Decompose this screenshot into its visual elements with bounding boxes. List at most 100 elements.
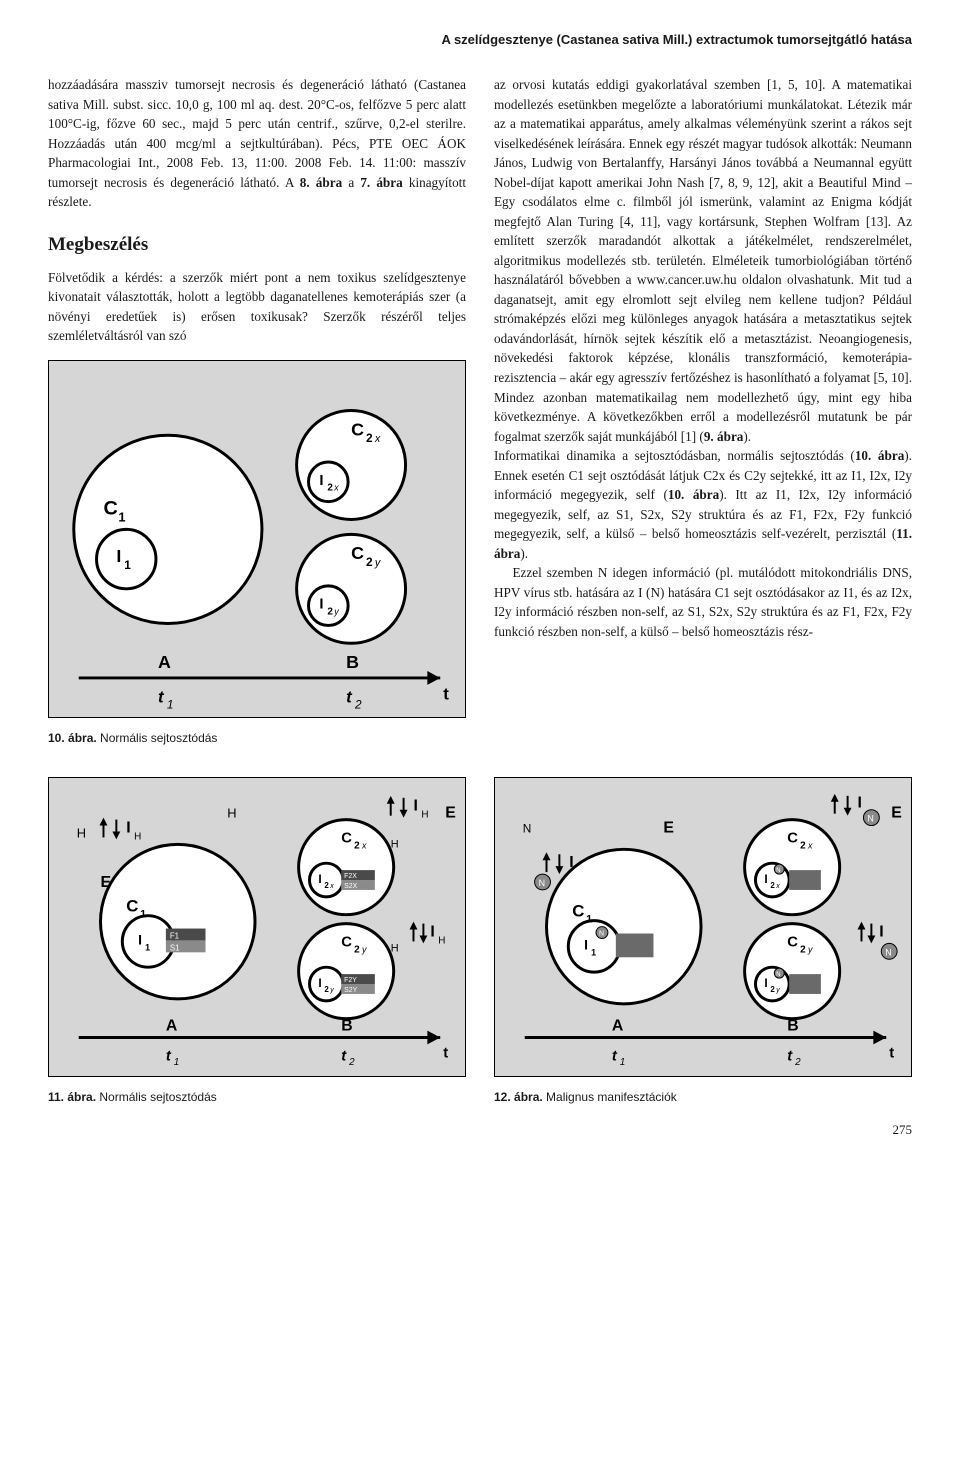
svg-text:x: x [329,883,334,890]
svg-text:C: C [787,935,798,951]
figure-12-caption-text: Malignus manifesztációk [546,1090,677,1104]
svg-text:2: 2 [348,1058,355,1069]
running-head: A szelídgesztenye (Castanea sativa Mill.… [48,32,912,47]
svg-text:I: I [318,976,321,990]
svg-text:B: B [341,1018,352,1035]
svg-text:I: I [116,546,121,566]
right-para-1-end: ). [743,429,751,444]
svg-text:E: E [891,805,902,822]
svg-text:1: 1 [140,909,146,921]
svg-text:A: A [612,1018,624,1035]
discussion-heading: Megbeszélés [48,234,466,256]
svg-text:H: H [134,832,141,843]
svg-text:B: B [787,1018,798,1035]
svg-text:N: N [599,931,604,938]
svg-text:2: 2 [800,841,806,852]
left-para-1-mid: a [342,175,360,190]
figure-10-lead: 10. ábra. [48,731,97,745]
figure-12-caption: 12. ábra. Malignus manifesztációk [494,1090,912,1104]
svg-text:2: 2 [770,985,775,994]
figure-12: I N E N I N E C1 I1 N C2x [494,777,912,1103]
svg-text:y: y [333,606,339,616]
svg-text:N: N [776,973,780,979]
svg-text:2: 2 [366,431,373,445]
svg-text:2: 2 [324,985,329,994]
ref-fig7: 7. ábra [360,175,402,190]
svg-text:2: 2 [770,881,775,890]
svg-text:N: N [885,948,891,958]
svg-text:I: I [764,976,767,990]
ref-fig9: 9. ábra [704,429,744,444]
ref-fig10a: 10. ábra [855,448,904,463]
svg-text:F2X: F2X [344,873,357,880]
svg-text:2: 2 [354,697,362,711]
svg-text:1: 1 [167,697,174,711]
svg-text:S1: S1 [170,944,180,953]
left-para-1: hozzáadására massziv tumorsejt necrosis … [48,75,466,212]
right-para-3: Ezzel szemben N idegen információ (pl. m… [494,563,912,641]
svg-text:x: x [333,483,339,493]
figure-12-svg: I N E N I N E C1 I1 N C2x [494,777,912,1076]
svg-text:I: I [126,820,130,837]
svg-text:I: I [858,795,862,812]
svg-text:H: H [421,810,428,821]
svg-text:S2X: S2X [344,883,357,890]
svg-text:I: I [764,872,767,886]
page-number: 275 [48,1122,912,1138]
svg-text:A: A [166,1018,178,1035]
svg-text:1: 1 [586,914,592,926]
svg-text:C: C [341,831,352,847]
figure-11: H H E IH IH E C1 I1 F1 S1 [48,777,466,1103]
svg-text:y: y [374,557,381,569]
svg-text:t: t [443,1046,448,1062]
svg-text:I: I [413,798,417,815]
svg-text:2: 2 [324,881,329,890]
svg-text:1: 1 [591,948,596,958]
figure-12-lead: 12. ábra. [494,1090,543,1104]
right-para-1: az orvosi kutatás eddigi gyakorlatával s… [494,75,912,446]
figure-11-lead: 11. ábra. [48,1090,96,1104]
right-para-1-text: az orvosi kutatás eddigi gyakorlatával s… [494,77,912,444]
svg-text:t: t [443,685,449,704]
svg-text:I: I [319,596,323,612]
svg-text:F1: F1 [170,932,180,941]
svg-text:2: 2 [354,945,360,956]
svg-text:S2Y: S2Y [344,987,357,994]
svg-text:y: y [361,945,367,955]
left-column: hozzáadására massziv tumorsejt necrosis … [48,75,466,745]
left-para-2: Fölvetődik a kérdés: a szerzők miért pon… [48,268,466,346]
svg-text:2: 2 [800,945,806,956]
figure-11-caption: 11. ábra. Normális sejtosztódás [48,1090,466,1104]
svg-text:H: H [227,806,236,821]
ref-fig10b: 10. ábra [668,487,719,502]
svg-text:N: N [776,869,780,875]
figure-10-caption: 10. ábra. Normális sejtosztódás [48,731,466,745]
svg-text:x: x [775,883,780,890]
svg-text:C: C [572,902,584,921]
figure-10: C1 I1 C2x I2x C2y I2y A B t1 t2 t [48,360,466,746]
svg-text:E: E [445,805,456,822]
svg-text:C: C [787,831,798,847]
figure-11-caption-text: Normális sejtosztódás [99,1090,216,1104]
svg-text:C: C [351,419,364,439]
figure-10-caption-text: Normális sejtosztódás [100,731,217,745]
axis-A: A [158,652,171,672]
figure-11-svg: H H E IH IH E C1 I1 F1 S1 [48,777,466,1076]
svg-text:N: N [867,814,873,824]
ref-fig8: 8. ábra [300,175,342,190]
main-two-column: hozzáadására massziv tumorsejt necrosis … [48,75,912,745]
svg-text:E: E [663,820,674,837]
right-para-2: Informatikai dinamika a sejtosztódásban,… [494,446,912,641]
bottom-figure-row: H H E IH IH E C1 I1 F1 S1 [48,777,912,1103]
svg-text:x: x [361,841,367,851]
right-para-2d: ). [520,546,528,561]
svg-text:I: I [138,932,142,948]
svg-text:2: 2 [327,483,333,494]
svg-text:2: 2 [354,841,360,852]
svg-text:C: C [103,497,117,519]
svg-text:F2Y: F2Y [344,977,357,984]
svg-text:I: I [318,872,321,886]
left-para-1-text: hozzáadására massziv tumorsejt necrosis … [48,77,466,190]
svg-text:I: I [879,924,883,941]
right-para-2a: Informatikai dinamika a sejtosztódásban,… [494,448,855,463]
